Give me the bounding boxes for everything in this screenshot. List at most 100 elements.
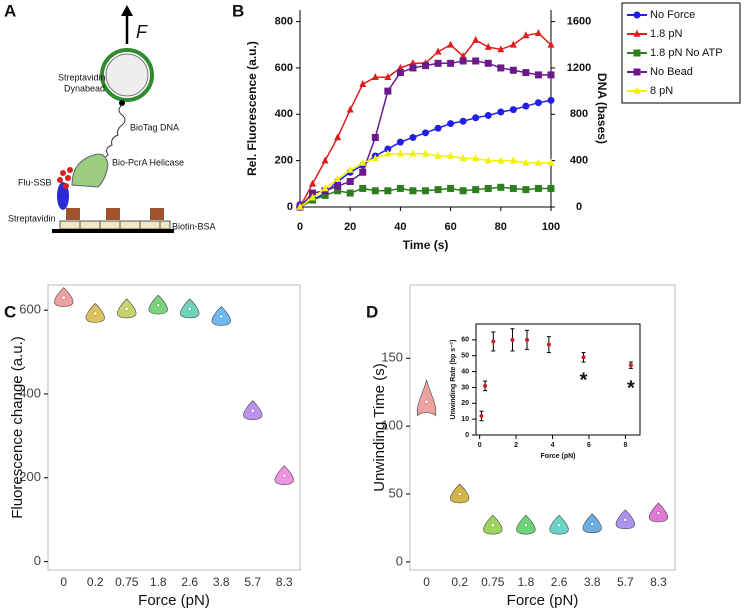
marker	[472, 57, 480, 65]
x-tick-label: 5.7	[617, 575, 634, 589]
marker	[359, 184, 367, 192]
marker	[309, 179, 317, 187]
point	[491, 339, 496, 344]
median-dot	[656, 510, 661, 516]
marker	[409, 187, 417, 195]
marker	[459, 57, 467, 65]
y-axis-title: Fluorescence change (a.u.)	[9, 336, 26, 519]
median-dot	[281, 473, 287, 478]
surface-label: Biotin-BSA	[172, 221, 216, 231]
arrow-head	[121, 5, 133, 16]
marker	[447, 120, 455, 128]
y-tick-label: 200	[19, 469, 41, 484]
marker	[497, 64, 505, 72]
legend-label: 8 pN	[650, 85, 673, 97]
y-tick-label: 0	[396, 553, 403, 568]
plot-frame	[409, 284, 676, 571]
x-tick-label: 2	[514, 442, 518, 449]
median-dot	[218, 314, 224, 319]
y-tick-label: 600	[19, 302, 41, 317]
marker	[384, 187, 392, 195]
marker	[484, 156, 492, 164]
bsa	[59, 220, 171, 230]
marker	[534, 71, 542, 79]
marker	[497, 156, 505, 164]
y-tick-label: 400	[275, 108, 293, 120]
marker	[509, 106, 517, 114]
dna-label: BioTag DNA	[130, 122, 179, 132]
y-tick-label: 50	[461, 353, 469, 360]
x-tick-label: 0	[60, 575, 67, 589]
panel-label: A	[4, 1, 16, 20]
marker	[371, 133, 379, 141]
panel-a: A F Streptavidin Dynabead BioTag DNA Bio…	[4, 1, 216, 233]
marker	[522, 158, 530, 166]
marker	[359, 158, 367, 166]
marker	[434, 151, 442, 159]
x-axis-title: Force (pN)	[541, 453, 576, 460]
x-axis-title: Time (s)	[403, 238, 449, 252]
streptavidin-label: Streptavidin	[8, 213, 56, 223]
panel-label: D	[366, 302, 378, 321]
marker	[547, 96, 555, 104]
marker	[396, 63, 404, 71]
marker	[522, 69, 530, 77]
violin	[416, 379, 437, 417]
median-dot	[589, 521, 595, 527]
marker	[522, 31, 530, 39]
x-axis-title: Force (pN)	[507, 592, 579, 609]
marker	[334, 182, 342, 190]
marker	[422, 129, 429, 137]
marker	[346, 189, 354, 197]
y-tick-label: 10	[461, 416, 469, 423]
median-dot	[92, 311, 98, 316]
marker	[534, 158, 542, 166]
marker	[384, 149, 392, 157]
marker	[396, 69, 404, 77]
marker	[509, 66, 517, 74]
legend-label: No Force	[650, 9, 695, 21]
marker	[396, 149, 404, 157]
marker	[434, 47, 442, 55]
marker	[633, 68, 641, 76]
x-tick-label: 100	[542, 221, 560, 233]
marker	[497, 45, 505, 53]
point	[581, 355, 586, 360]
y-axis-title: Rel. Fluorescence (a.u.)	[245, 41, 259, 176]
point	[510, 337, 515, 342]
marker	[472, 35, 480, 43]
legend-label: 1.8 pN	[650, 28, 682, 40]
y-tick-label: 100	[381, 418, 403, 433]
point	[546, 342, 551, 347]
point	[483, 383, 488, 388]
marker	[309, 193, 317, 201]
marker	[396, 184, 404, 192]
marker	[447, 184, 455, 192]
x-tick-label: 8	[623, 442, 627, 449]
median-dot	[424, 399, 429, 405]
x-tick-label: 0.75	[481, 575, 505, 589]
x-tick-label: 0.2	[451, 575, 468, 589]
marker	[484, 42, 492, 50]
marker	[547, 158, 555, 166]
marker	[371, 154, 379, 162]
point	[525, 337, 530, 342]
marker	[484, 184, 492, 192]
point	[479, 413, 484, 418]
marker	[633, 29, 641, 37]
y-tick-label: 400	[19, 385, 41, 400]
legend-label: 1.8 pN No ATP	[650, 47, 723, 59]
link	[119, 100, 125, 106]
y2-tick-label: 1200	[567, 62, 591, 74]
marker	[484, 111, 492, 119]
marker	[409, 59, 417, 67]
x-tick-label: 1.8	[150, 575, 167, 589]
force-label: F	[136, 22, 148, 42]
median-dot	[61, 295, 67, 300]
helicase	[71, 153, 109, 188]
marker	[459, 154, 467, 162]
marker	[434, 124, 442, 132]
marker	[534, 184, 542, 192]
marker	[509, 40, 517, 48]
point	[628, 363, 633, 368]
